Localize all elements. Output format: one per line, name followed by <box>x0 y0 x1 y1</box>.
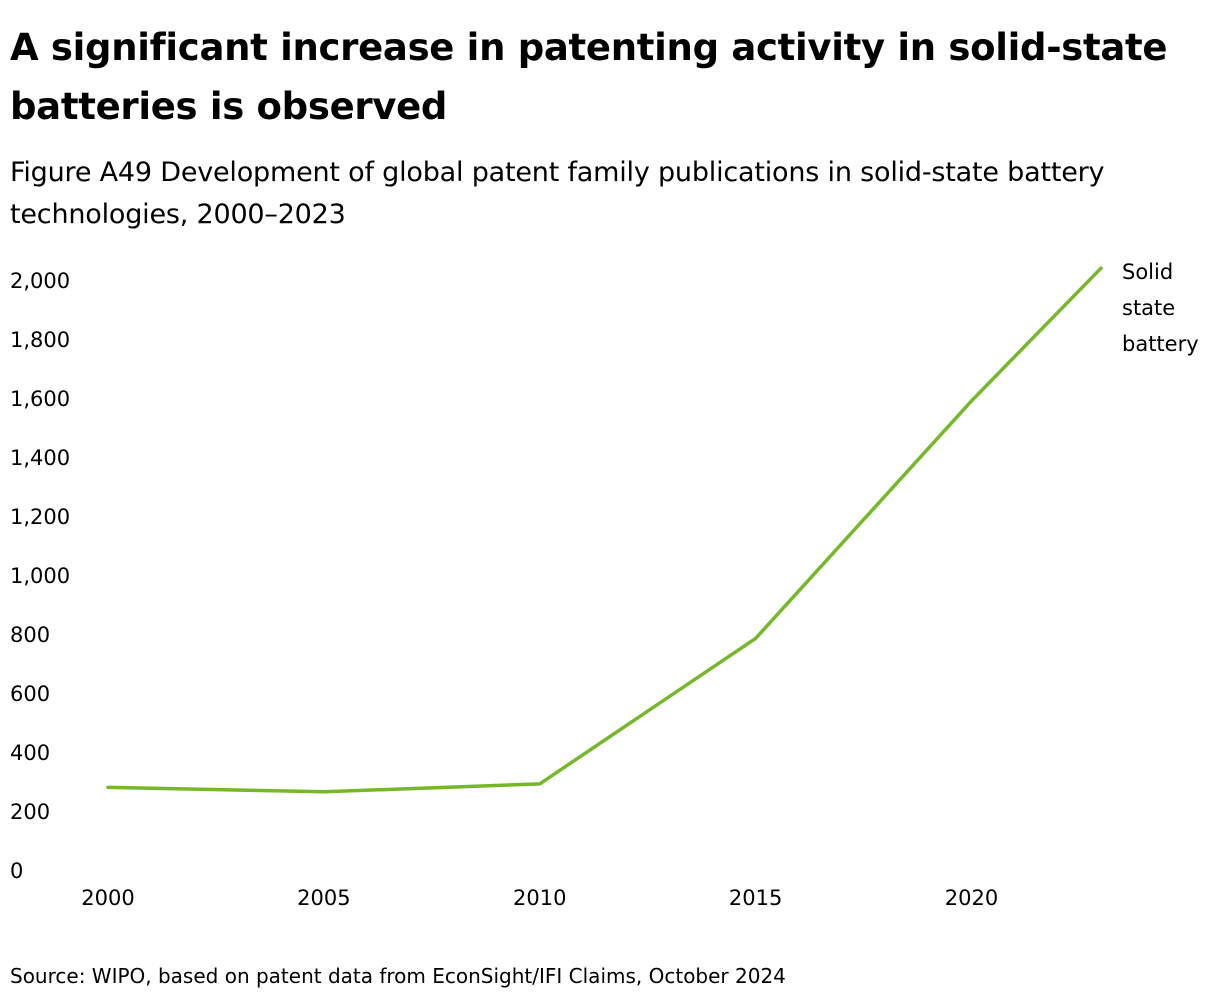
source-note: Source: WIPO, based on patent data from … <box>10 964 786 988</box>
x-tick-label: 2005 <box>297 886 350 910</box>
y-tick-label: 2,000 <box>10 269 70 293</box>
y-tick-label: 400 <box>10 741 50 765</box>
y-tick-label: 200 <box>10 800 50 824</box>
series-label: Solid <box>1122 260 1173 284</box>
y-tick-label: 1,600 <box>10 387 70 411</box>
y-tick-label: 0 <box>10 859 23 883</box>
y-tick-label: 1,800 <box>10 328 70 352</box>
y-tick-label: 1,400 <box>10 446 70 470</box>
series-label: state <box>1122 296 1175 320</box>
series-line-solid-state-battery <box>106 266 1103 794</box>
x-tick-label: 2010 <box>513 886 566 910</box>
page-title: A significant increase in patenting acti… <box>10 26 1168 128</box>
series-label: battery <box>1122 332 1199 356</box>
x-tick-label: 2015 <box>729 886 782 910</box>
y-tick-label: 800 <box>10 623 50 647</box>
series-layer <box>106 266 1103 794</box>
line-chart: 0 200 400 600 800 1,000 1,200 1,400 1,600 1,800 2,… <box>10 260 1199 910</box>
y-axis-ticks: 0 200 400 600 800 1,000 1,200 1,400 1,600 1,800 2,… <box>10 269 70 883</box>
x-axis-ticks: 2000 2005 2010 2015 2020 <box>81 886 998 910</box>
series-labels: Solid state battery <box>1122 260 1199 356</box>
figure-subtitle: Figure A49 Development of global patent … <box>10 157 1105 230</box>
x-tick-label: 2000 <box>81 886 134 910</box>
x-tick-label: 2020 <box>945 886 998 910</box>
y-tick-label: 1,200 <box>10 505 70 529</box>
y-tick-label: 600 <box>10 682 50 706</box>
y-tick-label: 1,000 <box>10 564 70 588</box>
